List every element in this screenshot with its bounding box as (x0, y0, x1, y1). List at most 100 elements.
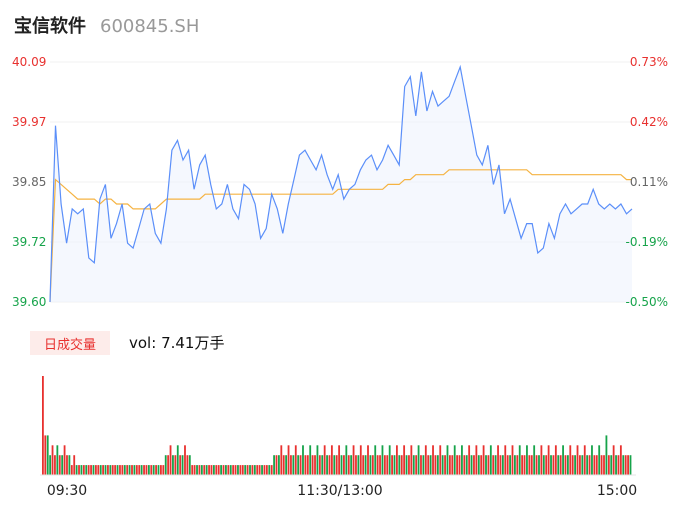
volume-bar (328, 455, 331, 475)
stock-header: 宝信软件 600845.SH (14, 12, 199, 40)
volume-bar (290, 455, 292, 475)
volume-bar (629, 455, 632, 475)
volume-bar (280, 445, 283, 475)
volume-bar (208, 465, 210, 475)
volume-bar (116, 465, 119, 475)
volume-bar (465, 455, 468, 475)
volume-prefix: vol: (129, 334, 157, 352)
volume-bar (227, 465, 230, 475)
volume-bar (566, 455, 569, 475)
volume-bar (405, 455, 408, 475)
volume-bar (155, 465, 157, 475)
volume-bar (126, 465, 129, 475)
volume-bar (562, 445, 564, 475)
volume-bar (143, 465, 145, 475)
volume-bar (615, 455, 617, 475)
volume-bar (497, 445, 499, 475)
volume-bar (388, 445, 391, 475)
volume-bar (121, 465, 124, 475)
volume-bar (550, 455, 552, 475)
volume-bar (145, 465, 148, 475)
volume-bar (270, 465, 273, 475)
volume-bar (448, 455, 451, 475)
volume-bar (487, 455, 490, 475)
volume-bar (453, 445, 456, 475)
volume-bar (446, 445, 449, 475)
stock-name: 宝信软件 (14, 16, 86, 37)
volume-bar (311, 455, 314, 475)
left-tick-label: 39.85 (12, 175, 46, 189)
volume-bar (249, 465, 251, 475)
volume-bar (140, 465, 143, 475)
volume-bar (157, 465, 160, 475)
volume-bar (547, 445, 550, 475)
volume-bar (533, 445, 536, 475)
volume-bar (523, 455, 526, 475)
left-tick-label: 39.97 (12, 115, 46, 129)
volume-bar (225, 465, 227, 475)
volume-bar (191, 465, 194, 475)
volume-value: 7.41万手 (161, 334, 225, 352)
volume-bar (162, 465, 165, 475)
volume-bar (186, 455, 189, 475)
volume-bar (408, 455, 410, 475)
volume-bar (246, 465, 249, 475)
volume-bar (234, 465, 237, 475)
volume-bar (167, 455, 170, 475)
volume-badge: 日成交量 (30, 331, 110, 355)
volume-bar (256, 465, 259, 475)
left-tick-label: 39.60 (12, 295, 46, 309)
volume-bar (347, 455, 350, 475)
volume-bar (574, 455, 577, 475)
volume-bar (367, 445, 369, 475)
volume-bar (456, 455, 459, 475)
right-tick-label: -0.19% (626, 235, 668, 249)
volume-bar (482, 445, 485, 475)
volume-bar (583, 445, 586, 475)
volume-bar (87, 465, 90, 475)
volume-bar (427, 455, 430, 475)
volume-bar (485, 455, 487, 475)
volume-bar (340, 455, 343, 475)
volume-bar (501, 455, 504, 475)
volume-bar (383, 455, 386, 475)
volume-bar (73, 455, 76, 475)
volume-bar (203, 465, 206, 475)
volume-bar (314, 455, 316, 475)
volume-bar (468, 445, 471, 475)
volume-bar (412, 455, 415, 475)
volume-bar (603, 455, 605, 475)
volume-bar (292, 455, 295, 475)
volume-bar (44, 435, 47, 475)
volume-bar (509, 455, 511, 475)
volume-bar (352, 445, 355, 475)
volume-bar (297, 455, 300, 475)
volume-bar (369, 455, 372, 475)
volume-bar (540, 445, 543, 475)
left-tick-label: 40.09 (12, 55, 46, 69)
volume-bar (627, 455, 629, 475)
volume-bar (338, 445, 341, 475)
left-axis-ticks: 40.09 39.97 39.85 39.72 39.60 (12, 55, 46, 309)
volume-bar (97, 465, 100, 475)
volume-bar (441, 455, 444, 475)
volume-bar (99, 465, 102, 475)
volume-bar (42, 376, 44, 475)
volume-bar (217, 465, 220, 475)
time-tick-label: 09:30 (47, 483, 87, 499)
volume-bar (75, 465, 78, 475)
time-tick-label: 15:00 (597, 483, 637, 499)
volume-bar (237, 465, 239, 475)
volume-bar (302, 445, 304, 475)
volume-bar (417, 445, 420, 475)
volume-bar (80, 465, 83, 475)
right-tick-label: -0.50% (626, 295, 668, 309)
volume-bar (350, 455, 353, 475)
volume-bar (68, 455, 71, 475)
volume-bar (593, 455, 596, 475)
volume-bar (564, 455, 567, 475)
volume-bars (42, 376, 632, 475)
volume-bar (222, 465, 225, 475)
volume-bar (241, 465, 244, 475)
volume-bar (343, 455, 345, 475)
